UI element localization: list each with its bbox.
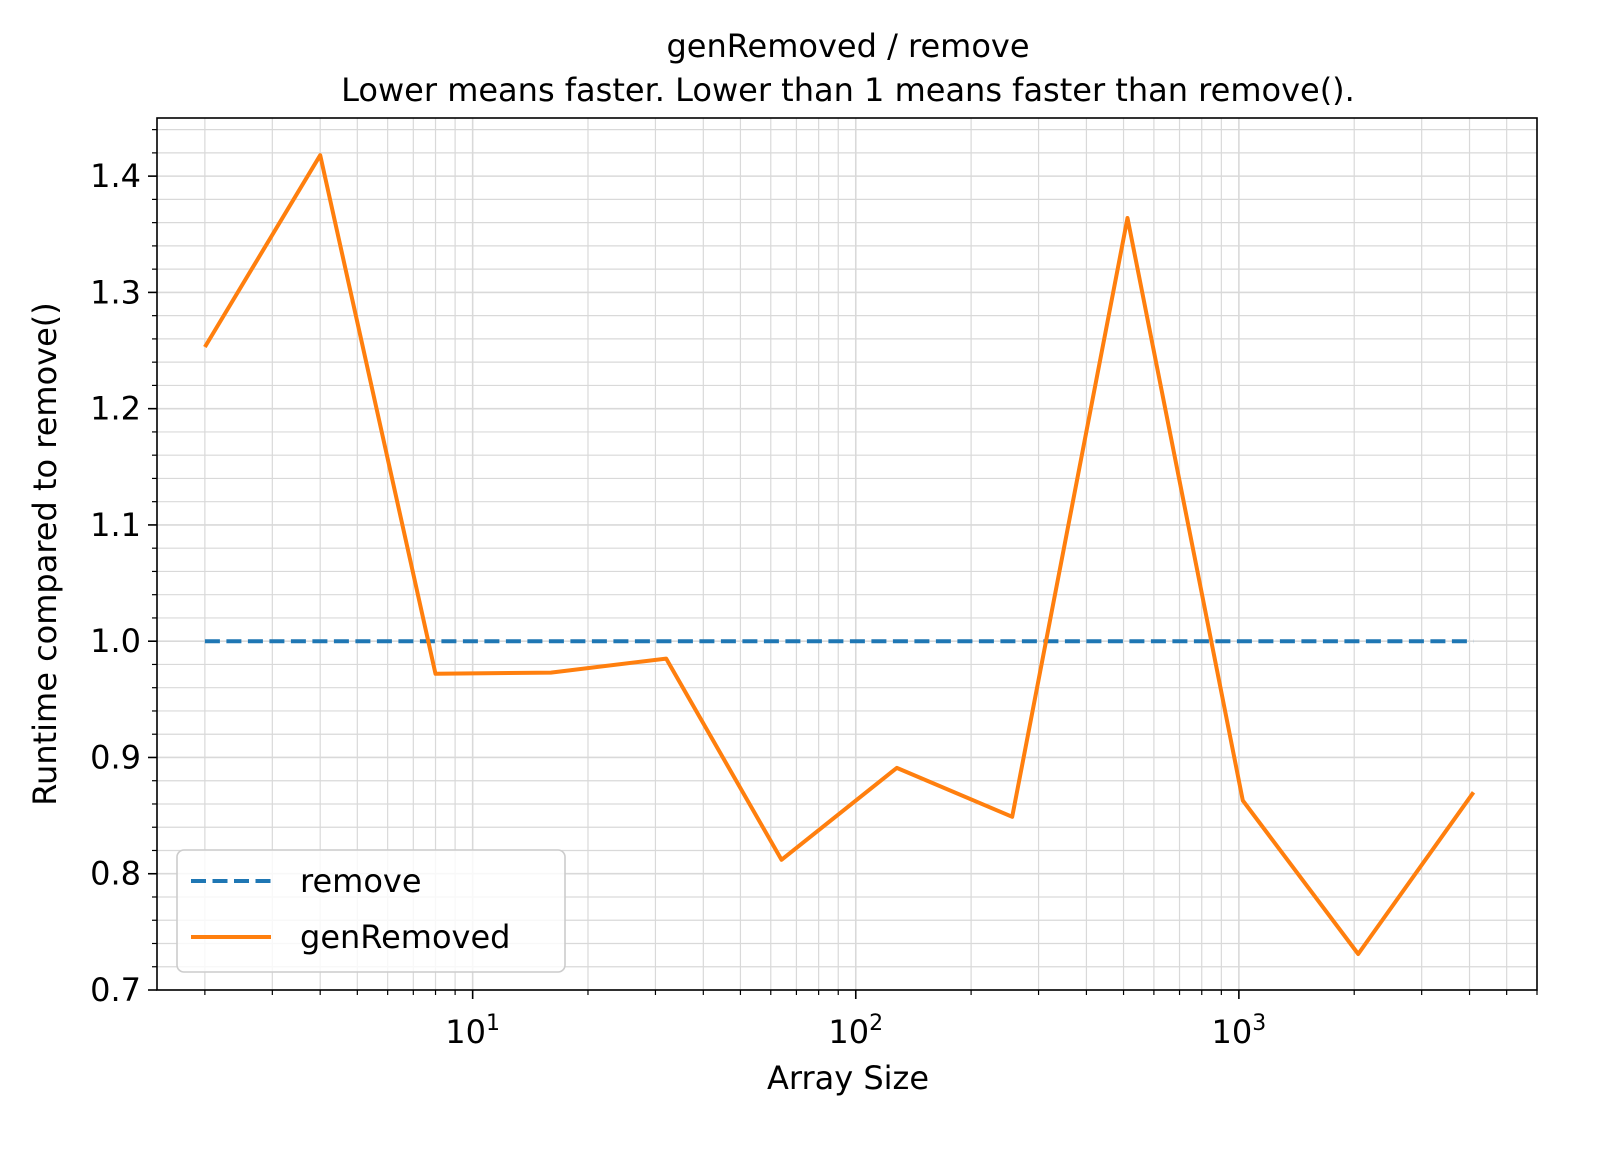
- x-tick-label: 102: [828, 1011, 883, 1051]
- y-tick-label: 1.3: [90, 273, 141, 311]
- x-tick-label: 101: [445, 1011, 500, 1051]
- chart-title: genRemoved / remove: [666, 27, 1029, 65]
- legend: remove genRemoved: [176, 849, 566, 973]
- y-tick-label: 0.9: [90, 738, 141, 776]
- y-tick-label: 0.8: [90, 855, 141, 893]
- x-axis-label: Array Size: [767, 1059, 929, 1097]
- y-axis-label: Runtime compared to remove(): [26, 302, 64, 806]
- legend-label-genremoved: genRemoved: [300, 918, 510, 956]
- plot-frame: [156, 117, 1538, 991]
- axis-ticks: 101 102 103 0.7 0.8 0.9 1.0 1.1 1.2 1.3 1.4: [90, 129, 1538, 1051]
- chart-subtitle: Lower means faster. Lower than 1 means f…: [341, 71, 1355, 109]
- y-tick-label: 1.2: [90, 390, 141, 428]
- x-tick-label: 103: [1212, 1011, 1267, 1051]
- y-tick-label: 1.4: [90, 157, 141, 195]
- y-tick-label: 1.0: [90, 622, 141, 660]
- legend-label-remove: remove: [300, 862, 422, 900]
- y-tick-label: 0.7: [90, 971, 141, 1009]
- series-line-genremoved: [203, 153, 1476, 956]
- legend-box: [176, 849, 566, 973]
- y-tick-label: 1.1: [90, 506, 141, 544]
- series-layer: [203, 153, 1476, 956]
